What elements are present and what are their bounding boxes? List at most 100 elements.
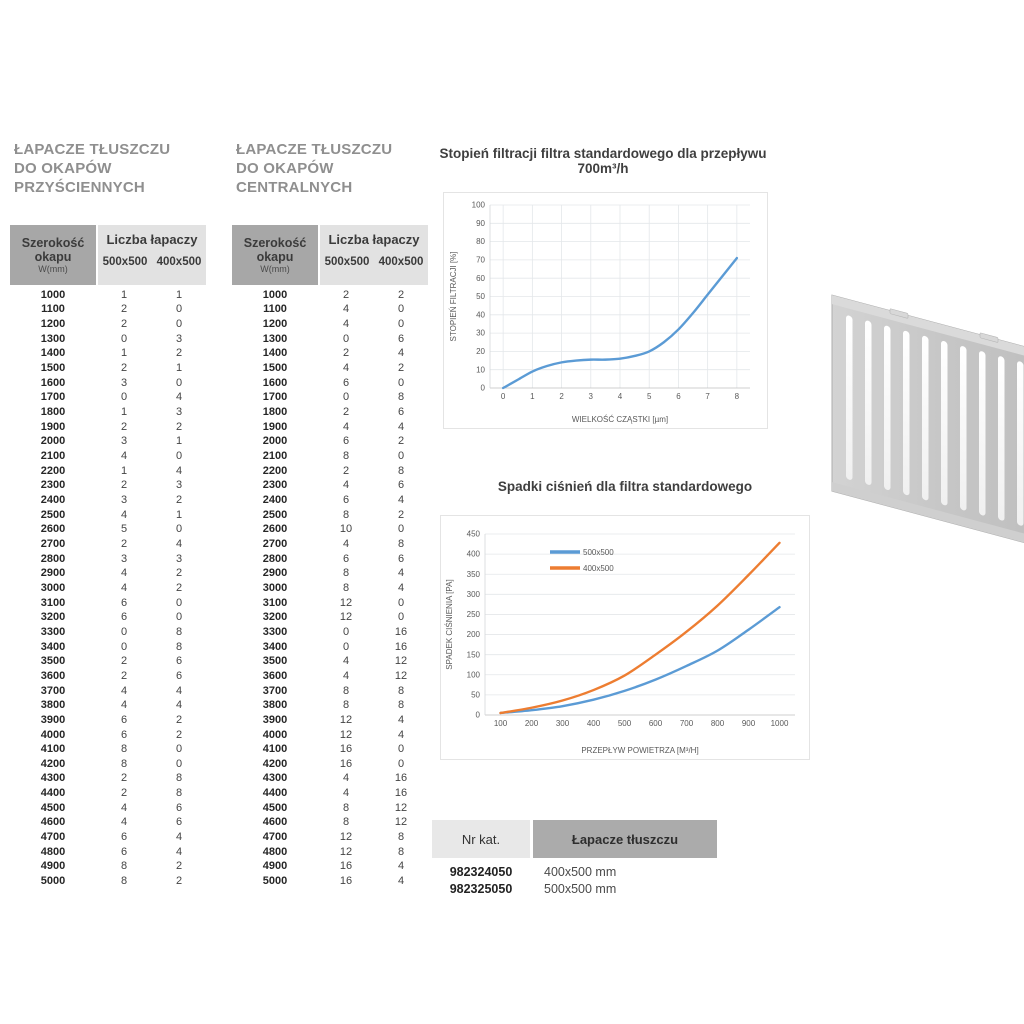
- trap-count-header: Liczba łapaczy 500x500 400x500: [320, 225, 428, 285]
- trap-count-value: 12: [339, 831, 353, 844]
- filtration-chart-title: Stopień filtracji filtra standardowego d…: [439, 146, 767, 176]
- size-500x500-header: 500x500: [324, 256, 370, 268]
- trap-count-value: 2: [342, 406, 350, 419]
- pressure-chart-title: Spadki ciśnień dla filtra standardowego: [497, 479, 753, 494]
- x-tick-label: 300: [556, 719, 570, 728]
- trap-count-value: 2: [342, 464, 350, 477]
- trap-count-value: 4: [397, 581, 405, 594]
- hood-width-value: 4100: [262, 743, 288, 756]
- trap-count-value: 8: [342, 684, 350, 697]
- hood-width-value: 2200: [262, 464, 288, 477]
- table-row: 1200 4 0: [232, 317, 428, 332]
- table-row: 2000 6 2: [232, 435, 428, 450]
- y-tick-label: 60: [476, 274, 485, 283]
- hood-width-value: 3200: [40, 611, 66, 624]
- hood-width-value: 3300: [40, 625, 66, 638]
- trap-count-value: 4: [175, 537, 183, 550]
- table-row: 3600 4 12: [232, 669, 428, 684]
- y-tick-label: 100: [472, 201, 486, 210]
- trap-count-value: 2: [120, 420, 128, 433]
- trap-count-value: 2: [342, 347, 350, 360]
- trap-count-value: 4: [342, 787, 350, 800]
- table-row: 1300 0 6: [232, 332, 428, 347]
- catalog-row: 982324050 400x500 mm: [432, 863, 717, 880]
- trap-count-value: 0: [342, 332, 350, 345]
- trap-count-value: 8: [175, 772, 183, 785]
- trap-count-value: 6: [342, 376, 350, 389]
- trap-count-value: 0: [342, 391, 350, 404]
- trap-count-value: 3: [175, 479, 183, 492]
- trap-count-value: 4: [342, 479, 350, 492]
- trap-count-value: 1: [175, 435, 183, 448]
- y-tick-label: 0: [476, 711, 481, 720]
- hood-width-value: 1300: [40, 332, 66, 345]
- hood-width-value: 4100: [40, 743, 66, 756]
- table-row: 2800 3 3: [10, 552, 206, 567]
- hood-width-value: 1700: [262, 391, 288, 404]
- trap-count-value: 2: [175, 581, 183, 594]
- table-row: 2400 3 2: [10, 493, 206, 508]
- table-row: 2100 4 0: [10, 449, 206, 464]
- catalog-table-body: 982324050 400x500 mm 982325050 500x500 mm: [432, 863, 717, 897]
- trap-count-value: 1: [120, 347, 128, 360]
- trap-count-value: 4: [342, 655, 350, 668]
- trap-count-value: 12: [339, 596, 353, 609]
- trap-count-value: 6: [342, 435, 350, 448]
- table-row: 1500 4 2: [232, 361, 428, 376]
- trap-count-value: 2: [342, 288, 350, 301]
- trap-count-value: 0: [342, 640, 350, 653]
- hood-width-value: 3200: [262, 611, 288, 624]
- trap-count-value: 0: [175, 303, 183, 316]
- trap-count-value: 2: [397, 288, 405, 301]
- trap-count-value: 4: [342, 669, 350, 682]
- trap-count-value: 2: [175, 420, 183, 433]
- trap-count-header: Liczba łapaczy 500x500 400x500: [98, 225, 206, 285]
- trap-count-value: 8: [397, 831, 405, 844]
- trap-count-value: 4: [120, 684, 128, 697]
- trap-count-value: 0: [175, 450, 183, 463]
- table-row: 3700 8 8: [232, 684, 428, 699]
- hood-width-value: 4300: [40, 772, 66, 785]
- trap-count-value: 6: [120, 611, 128, 624]
- trap-count-value: 4: [175, 845, 183, 858]
- hood-width-value: 1100: [41, 303, 65, 316]
- x-tick-label: 0: [501, 392, 506, 401]
- y-axis-title: SPADEK CIŚNIENIA [PA]: [445, 579, 454, 669]
- trap-count-value: 2: [175, 347, 183, 360]
- trap-count-value: 8: [342, 567, 350, 580]
- trap-count-value: 2: [175, 875, 183, 888]
- trap-count-value: 12: [339, 728, 353, 741]
- trap-count-value: 0: [397, 743, 405, 756]
- table-row: 3600 2 6: [10, 669, 206, 684]
- table-row: 1100 2 0: [10, 303, 206, 318]
- trap-count-value: 6: [175, 816, 183, 829]
- table-row: 3200 6 0: [10, 610, 206, 625]
- table-row: 2100 8 0: [232, 449, 428, 464]
- hood-width-value: 3000: [262, 581, 288, 594]
- y-tick-label: 300: [467, 590, 481, 599]
- trap-count-value: 0: [120, 391, 128, 404]
- trap-count-value: 3: [120, 494, 128, 507]
- hood-width-value: 4000: [40, 728, 66, 741]
- y-tick-label: 100: [467, 670, 481, 679]
- hood-width-value: 2100: [262, 450, 288, 463]
- header-text: okapu: [256, 250, 294, 264]
- table-row: 2700 4 8: [232, 537, 428, 552]
- catalog-table: Nr kat. Łapacze tłuszczu 982324050 400x50…: [432, 820, 717, 897]
- table-row: 1100 4 0: [232, 303, 428, 318]
- x-tick-label: 500: [618, 719, 632, 728]
- table-row: 1000 2 2: [232, 288, 428, 303]
- trap-count-value: 8: [397, 845, 405, 858]
- hood-width-value: 1800: [40, 406, 66, 419]
- trap-count-value: 12: [394, 655, 408, 668]
- trap-count-value: 8: [342, 508, 350, 521]
- hood-width-value: 5000: [262, 875, 288, 888]
- wall-table-title-line: DO OKAPÓW: [14, 160, 112, 177]
- table-row: 1500 2 1: [10, 361, 206, 376]
- trap-count-value: 12: [339, 611, 353, 624]
- hood-width-value: 2100: [40, 450, 66, 463]
- hood-width-value: 3700: [40, 684, 66, 697]
- trap-count-value: 4: [342, 772, 350, 785]
- hood-width-value: 3700: [262, 684, 288, 697]
- hood-width-value: 2700: [262, 537, 288, 550]
